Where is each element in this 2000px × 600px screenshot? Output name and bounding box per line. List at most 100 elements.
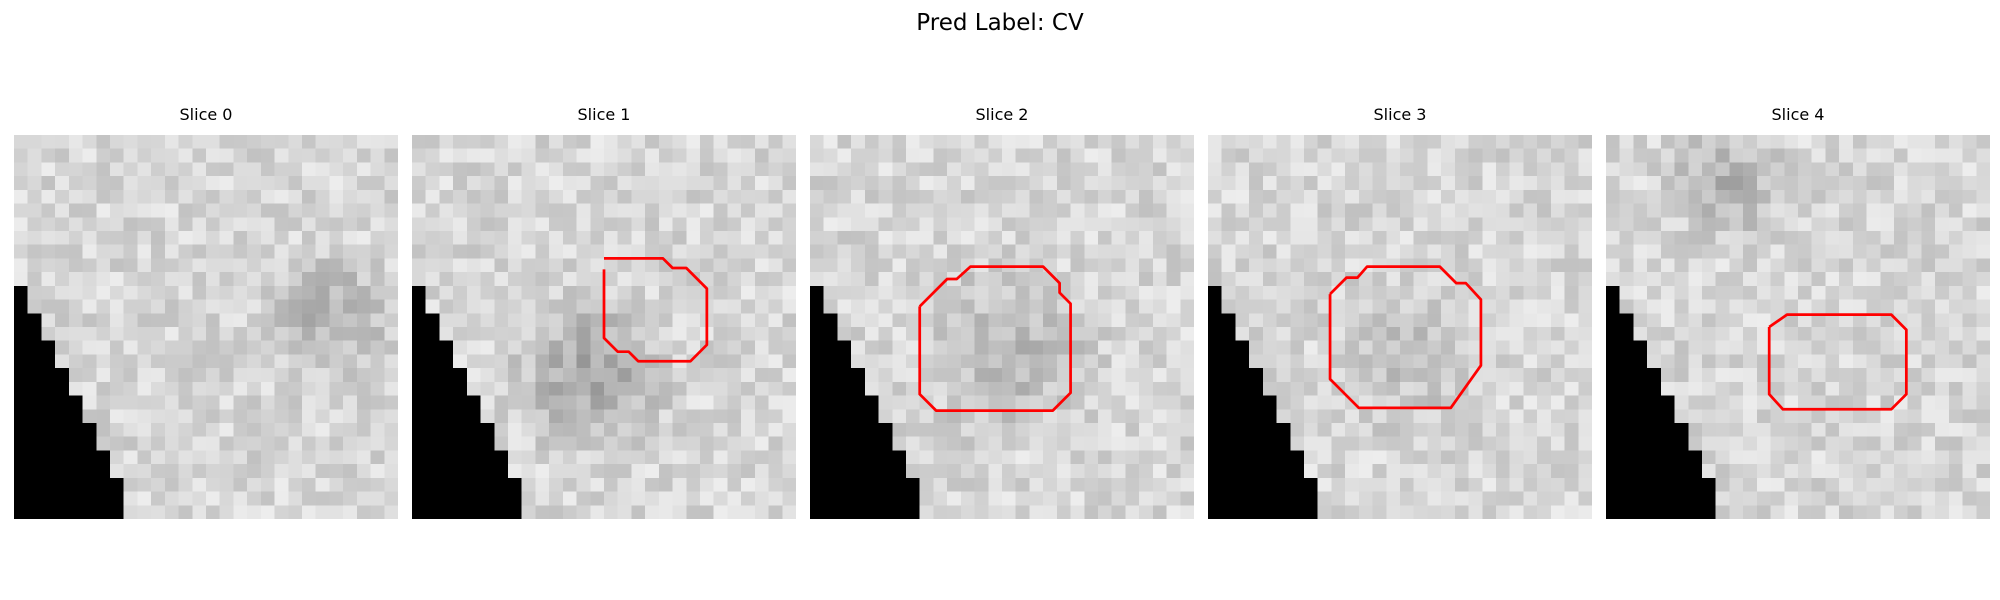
pixel (1413, 395, 1428, 410)
pixel (1468, 436, 1483, 451)
pixel (329, 491, 344, 506)
pixel (947, 436, 962, 451)
pixel (1358, 477, 1373, 492)
pixel (1948, 395, 1963, 410)
pixel (1166, 368, 1181, 383)
pixel (1606, 313, 1620, 328)
pixel (1249, 491, 1264, 506)
pixel (151, 176, 166, 191)
pixel (576, 217, 591, 232)
pixel (562, 477, 577, 492)
pixel (1208, 162, 1222, 177)
pixel (1811, 477, 1826, 492)
pixel (851, 189, 866, 204)
pixel (1715, 491, 1730, 506)
pixel (480, 436, 495, 451)
pixel (768, 203, 783, 218)
pixel (110, 162, 124, 177)
pixel (192, 381, 207, 396)
pixel (1825, 381, 1840, 396)
pixel (219, 217, 234, 232)
pixel (562, 135, 577, 149)
pixel (1098, 189, 1112, 204)
pixel (1276, 340, 1291, 355)
pixel (219, 327, 234, 341)
pixel (1770, 464, 1785, 479)
pixel (206, 477, 220, 492)
pixel (384, 409, 398, 424)
pixel (1386, 244, 1401, 259)
pixel (727, 477, 742, 492)
pixel (1770, 285, 1785, 300)
pixel (480, 313, 495, 328)
pixel (878, 231, 893, 245)
pixel (453, 354, 468, 369)
pixel (782, 423, 796, 437)
pixel (315, 299, 330, 314)
pixel (617, 368, 632, 383)
pixel (1125, 464, 1140, 479)
pixel (1784, 244, 1799, 259)
pixel (576, 423, 591, 437)
pixel (1331, 299, 1346, 314)
pixel (604, 162, 618, 177)
pixel (1317, 436, 1332, 451)
pixel (1166, 436, 1181, 451)
pixel (960, 203, 975, 218)
pixel (508, 436, 522, 451)
pixel (137, 299, 152, 314)
pixel (700, 135, 714, 149)
pixel (1921, 436, 1936, 451)
pixel (851, 340, 866, 355)
pixel (535, 217, 550, 232)
pixel (343, 340, 358, 355)
pixel (672, 477, 687, 492)
pixel (1619, 299, 1634, 314)
pixel (727, 368, 742, 383)
pixel (1249, 381, 1264, 396)
pixel (1825, 409, 1840, 424)
pixel (123, 203, 138, 218)
pixel (192, 203, 207, 218)
pixel (1290, 299, 1305, 314)
pixel (782, 354, 796, 369)
pixel (617, 354, 632, 369)
pixel (1894, 203, 1908, 218)
pixel (329, 505, 344, 519)
pixel (1619, 423, 1634, 437)
pixel (343, 217, 358, 232)
pixel (617, 299, 632, 314)
pixel (1084, 505, 1099, 519)
pixel (604, 491, 618, 506)
pixel (919, 340, 934, 355)
pixel (1317, 381, 1332, 396)
pixel (1180, 340, 1194, 355)
pixel (1098, 354, 1112, 369)
pixel (384, 491, 398, 506)
pixel (1715, 354, 1730, 369)
pixel (1729, 217, 1744, 232)
pixel (521, 354, 536, 369)
pixel (1564, 162, 1579, 177)
pixel (1070, 395, 1085, 410)
pixel (1249, 423, 1264, 437)
pixel (864, 395, 879, 410)
pixel (645, 189, 660, 204)
pixel (302, 436, 316, 451)
pixel (137, 423, 152, 437)
pixel (947, 244, 962, 259)
pixel (1454, 327, 1469, 341)
pixel (123, 272, 138, 287)
pixel (658, 148, 673, 163)
pixel (480, 244, 495, 259)
pixel (549, 395, 564, 410)
pixel (919, 436, 934, 451)
pixel (1729, 464, 1744, 479)
pixel (219, 368, 234, 383)
pixel (1825, 436, 1840, 451)
pixel (1084, 135, 1099, 149)
pixel (1578, 464, 1592, 479)
pixel (1894, 450, 1908, 465)
pixel (288, 340, 303, 355)
pixel (1894, 217, 1908, 232)
